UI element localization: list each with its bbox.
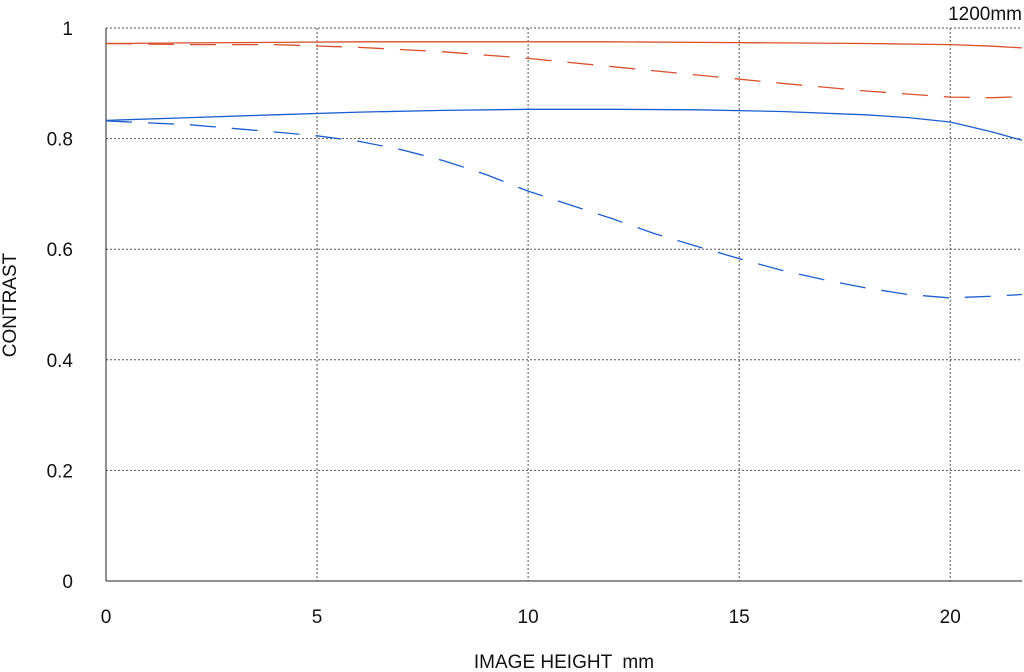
series-line-4-dashed	[105, 120, 1023, 299]
x-tick-label: 10	[518, 607, 539, 628]
plot-frame	[105, 28, 1022, 582]
series-group	[105, 41, 1023, 299]
y-tick-label: 0.2	[47, 461, 73, 482]
y-tick-label: 0.4	[47, 351, 74, 372]
tick-labels: 0 5 10 15 20 0 0.2 0.4 0.6 0.8 1	[47, 19, 961, 628]
series-line-3-solid	[105, 108, 1023, 141]
x-axis-title: IMAGE HEIGHT mm	[474, 652, 654, 672]
y-axis-title: CONTRAST	[0, 252, 21, 357]
y-tick-label: 0	[62, 572, 73, 593]
y-tick-label: 0.8	[47, 130, 73, 151]
y-tick-label: 0.6	[47, 240, 73, 261]
series-line-1-solid	[105, 41, 1023, 49]
grid-lines	[106, 27, 1022, 581]
x-tick-label: 15	[729, 607, 750, 628]
x-tick-label: 20	[940, 607, 961, 628]
series-line-2-dashed	[105, 42, 1023, 99]
x-tick-label: 0	[101, 607, 112, 628]
x-tick-label: 5	[312, 607, 323, 628]
y-tick-label: 1	[62, 19, 73, 40]
focal-length-label: 1200mm	[948, 4, 1022, 25]
